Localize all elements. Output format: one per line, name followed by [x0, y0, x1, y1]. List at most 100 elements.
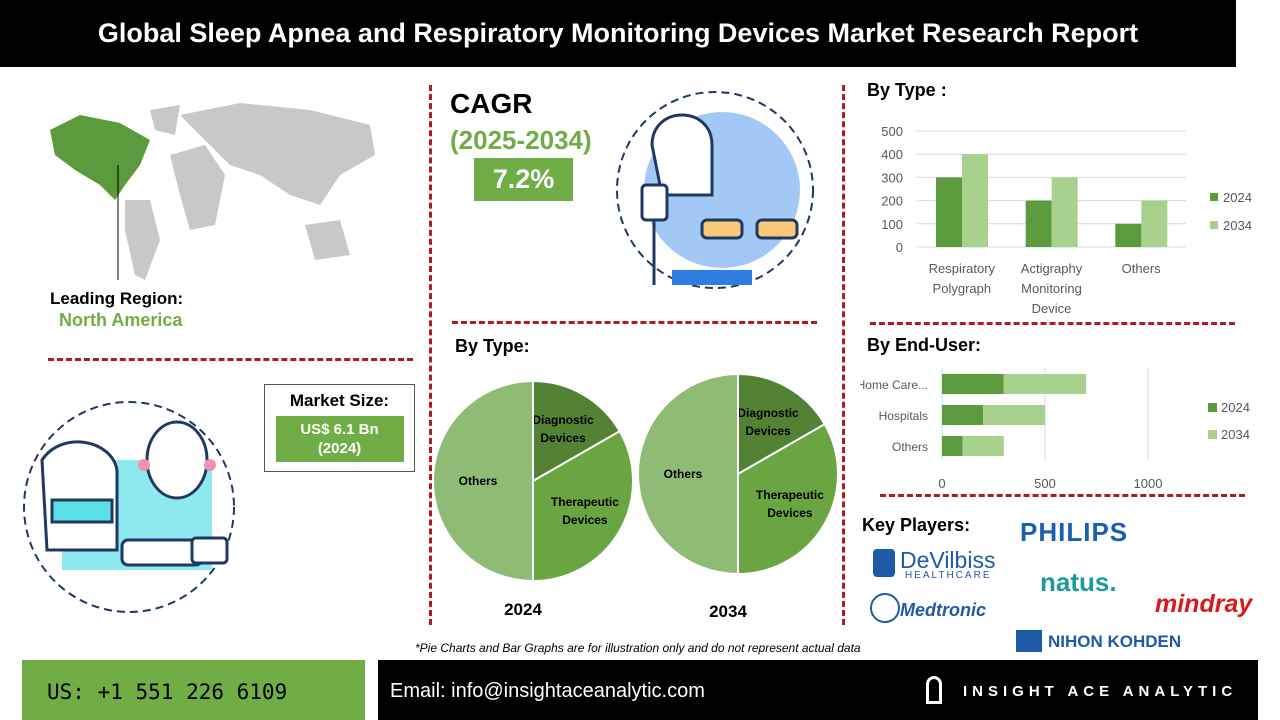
cpap-illustration-icon [616, 91, 814, 289]
y-tick-label: 500 [881, 124, 903, 139]
y-tick-label: 200 [881, 194, 903, 209]
market-size-value: US$ 6.1 Bn (2024) [275, 416, 404, 462]
footer-brand: INSIGHT ACE ANALYTIC [963, 683, 1238, 700]
world-map [50, 103, 375, 280]
x-tick-label: Device [1032, 301, 1072, 316]
footer-phone[interactable]: US: +1 551 226 6109 [22, 660, 365, 720]
y-tick-label: Others [892, 440, 928, 454]
footnote: *Pie Charts and Bar Graphs are for illus… [415, 641, 861, 655]
y-tick-label: 100 [881, 217, 903, 232]
x-tick-label: Others [1122, 261, 1162, 276]
y-tick-label: 300 [881, 170, 903, 185]
x-tick-label: Respiratory [929, 261, 996, 276]
market-size-box: Market Size: US$ 6.1 Bn (2024) [264, 384, 415, 472]
legend-swatch [1208, 430, 1217, 439]
footer-email[interactable]: Email: info@insightaceanalytic.com [390, 680, 705, 702]
pie-label: Others [459, 474, 498, 488]
pie-label: Devices [745, 424, 791, 438]
devilbiss-logo-icon [873, 549, 895, 577]
cagr-label: CAGR [450, 88, 533, 119]
legend-label: 2024 [1221, 400, 1250, 415]
pie-year-label: 2034 [709, 602, 747, 621]
pie-label: Therapeutic [551, 495, 619, 509]
enduser-bar-chart: 0 500 1000 Home Care... Hospitals Others 2024 2… [860, 367, 1250, 491]
bar-2034 [1003, 374, 1087, 394]
pie-slice-others [432, 379, 534, 583]
leading-region-label: Leading Region: [50, 289, 184, 308]
pie-label: Devices [540, 431, 586, 445]
pie-slice-therapeutic-devices [532, 429, 634, 583]
north-america-highlight [50, 115, 150, 200]
y-tick-label: Hospitals [879, 409, 928, 423]
type-bar-chart: 0 100 200 300 400 500 Respiratory Polygraph Acti… [881, 124, 1252, 316]
bar-2034 [962, 154, 988, 247]
legend-swatch [1210, 193, 1218, 201]
devilbiss-subtitle: HEALTHCARE [905, 570, 992, 581]
devilbiss-logo: DeVilbiss [900, 547, 996, 573]
y-tick-label: 400 [881, 147, 903, 162]
divider [880, 494, 1245, 497]
pie-label: Devices [767, 506, 813, 520]
divider [842, 85, 845, 625]
pie-label: Diagnostic [737, 406, 799, 420]
pie-year-label: 2024 [504, 600, 542, 619]
pie-section-title: By Type: [455, 336, 530, 356]
x-tick-label: 1000 [1134, 476, 1163, 491]
legend-label: 2034 [1223, 218, 1252, 233]
bar-2024 [942, 405, 984, 425]
bar-2024 [1025, 200, 1052, 247]
x-tick-label: Polygraph [933, 281, 992, 296]
divider [48, 358, 413, 361]
brand-logo-icon [926, 676, 942, 704]
pie-slice-diagnostic-devices [532, 379, 622, 483]
bar-2024 [936, 177, 962, 247]
legend-label: 2024 [1223, 190, 1252, 205]
cagr-period: (2025-2034) [450, 125, 592, 155]
bar-2034 [962, 436, 1004, 456]
cagr-value: 7.2% [474, 158, 573, 201]
leading-region-value: North America [59, 310, 183, 330]
pie-label: Others [664, 467, 703, 481]
market-size-year: (2024) [317, 440, 362, 457]
bar-2024 [942, 436, 963, 456]
x-tick-label: Actigraphy [1021, 261, 1083, 276]
mindray-logo: mindray [1155, 590, 1253, 618]
legend-swatch [1208, 403, 1217, 412]
patient-illustration-icon [23, 401, 235, 613]
divider [452, 321, 817, 324]
bar-2034 [1051, 177, 1078, 247]
x-tick-label: Monitoring [1021, 281, 1082, 296]
nihon-kohden-logo: NIHON KOHDEN [1048, 632, 1182, 651]
pie-label: Therapeutic [756, 488, 824, 502]
bar-2024 [1115, 223, 1142, 247]
legend-swatch [1210, 221, 1218, 229]
philips-logo: PHILIPS [1020, 517, 1129, 547]
footer-bar: Email: info@insightaceanalytic.com INSIG… [378, 660, 1258, 720]
legend-label: 2034 [1221, 427, 1250, 442]
market-size-label: Market Size: [289, 391, 390, 410]
y-tick-label: 0 [896, 240, 903, 255]
bar-enduser-title: By End-User: [867, 335, 982, 355]
x-tick-label: 500 [1034, 476, 1056, 491]
pie-slice-diagnostic-devices [737, 372, 827, 476]
key-players-label: Key Players: [862, 515, 971, 535]
market-size-amount: US$ 6.1 Bn [300, 421, 379, 438]
pie-slice-therapeutic-devices [737, 422, 839, 576]
medtronic-logo-icon [870, 593, 900, 623]
divider [870, 322, 1235, 325]
divider [429, 85, 432, 625]
bar-2024 [942, 374, 1004, 394]
y-tick-label: Home Care... [860, 378, 928, 392]
report-title: Global Sleep Apnea and Respiratory Monit… [0, 0, 1236, 67]
natus-logo: natus. [1040, 567, 1117, 597]
pie-charts: Diagnostic Devices Therapeutic Devices Other… [432, 372, 839, 621]
medtronic-logo: Medtronic [900, 600, 987, 620]
nihon-kohden-logo-icon [1016, 630, 1042, 652]
pie-slice-others [637, 372, 739, 576]
pie-label: Devices [562, 513, 608, 527]
bar-2034 [1141, 200, 1168, 247]
x-tick-label: 0 [938, 476, 945, 491]
bar-type-title: By Type : [867, 80, 947, 100]
pie-label: Diagnostic [532, 413, 594, 427]
bar-2034 [983, 405, 1045, 425]
